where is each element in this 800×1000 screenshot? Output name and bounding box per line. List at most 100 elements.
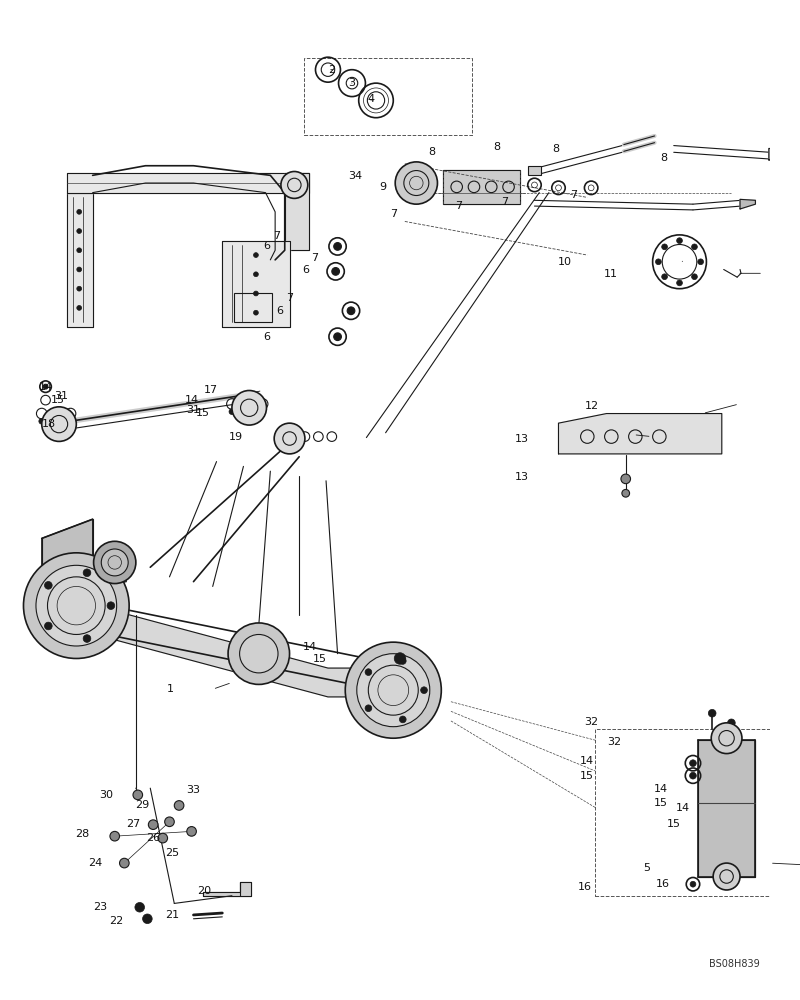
Text: 31: 31 [54,391,68,401]
Circle shape [677,280,682,286]
Text: 14: 14 [185,395,199,405]
Text: 6: 6 [263,241,270,251]
Polygon shape [698,740,755,877]
Circle shape [698,259,703,265]
Text: 10: 10 [558,257,572,267]
Text: 6: 6 [302,265,309,275]
Text: 16: 16 [656,879,670,889]
Text: 31: 31 [186,405,200,415]
Text: 11: 11 [604,269,618,279]
Circle shape [332,268,339,275]
Circle shape [690,760,696,767]
Circle shape [119,858,129,868]
Circle shape [135,902,145,912]
Text: 15: 15 [580,771,594,781]
Circle shape [142,914,152,924]
Text: BS08H839: BS08H839 [710,959,760,969]
Text: 4: 4 [367,94,374,104]
Circle shape [94,541,136,584]
Text: 15: 15 [654,798,668,808]
Circle shape [621,474,630,484]
Polygon shape [740,199,755,209]
Circle shape [691,244,698,250]
Circle shape [357,654,430,727]
Text: 7: 7 [570,190,578,200]
Circle shape [399,658,406,664]
Text: 7: 7 [390,209,397,219]
Circle shape [77,267,82,272]
Text: 6: 6 [263,332,270,342]
Circle shape [713,863,740,890]
Text: 15: 15 [314,654,327,664]
Circle shape [165,817,174,827]
Text: 7: 7 [311,253,318,263]
Text: 20: 20 [197,886,211,896]
Text: 14: 14 [303,642,318,652]
Text: 13: 13 [514,434,529,444]
Text: 15: 15 [50,395,65,405]
Circle shape [727,719,735,727]
Circle shape [690,881,696,887]
Text: 9: 9 [380,182,387,192]
Circle shape [174,801,184,810]
Polygon shape [285,173,309,250]
Text: 1: 1 [167,684,174,694]
Circle shape [23,553,129,658]
Text: 2: 2 [328,65,335,75]
Circle shape [677,238,682,244]
Circle shape [347,307,355,315]
Circle shape [77,229,82,233]
Text: 33: 33 [186,785,200,795]
Circle shape [245,409,250,415]
Text: 8: 8 [494,142,501,152]
Circle shape [186,827,196,836]
Circle shape [691,274,698,280]
Text: 7: 7 [286,293,293,303]
Text: 16: 16 [578,882,592,892]
Circle shape [254,253,258,257]
Circle shape [77,248,82,253]
Circle shape [232,390,266,425]
Polygon shape [100,548,126,586]
Circle shape [39,418,45,424]
Circle shape [399,716,406,723]
Text: 8: 8 [660,153,667,163]
Text: 30: 30 [99,790,113,800]
Text: 29: 29 [135,800,149,810]
Bar [595,729,800,896]
Circle shape [662,274,667,280]
Text: 32: 32 [584,717,598,727]
Circle shape [77,209,82,214]
Circle shape [274,423,305,454]
Text: 7: 7 [273,231,280,241]
Circle shape [662,244,667,250]
Text: 32: 32 [607,737,622,747]
Text: 21: 21 [165,910,179,920]
Text: 6: 6 [276,306,283,316]
Circle shape [102,549,128,576]
Text: 14: 14 [676,803,690,813]
Circle shape [133,790,142,800]
Text: 8: 8 [553,144,560,154]
Polygon shape [558,414,722,454]
Text: 24: 24 [88,858,102,868]
Circle shape [655,259,662,265]
Text: 14: 14 [39,382,53,392]
Text: 5: 5 [643,863,650,873]
Text: 22: 22 [110,916,124,926]
Circle shape [622,489,630,497]
Circle shape [690,772,696,779]
Circle shape [394,653,406,664]
Circle shape [45,622,52,630]
Polygon shape [203,882,251,896]
Text: 13: 13 [514,472,529,482]
Text: 28: 28 [75,829,89,839]
Text: 34: 34 [349,171,362,181]
Polygon shape [769,148,787,162]
Text: 15: 15 [196,408,210,418]
Circle shape [43,384,48,389]
Circle shape [77,286,82,291]
Circle shape [365,705,372,712]
Polygon shape [66,193,93,327]
Circle shape [54,418,59,424]
